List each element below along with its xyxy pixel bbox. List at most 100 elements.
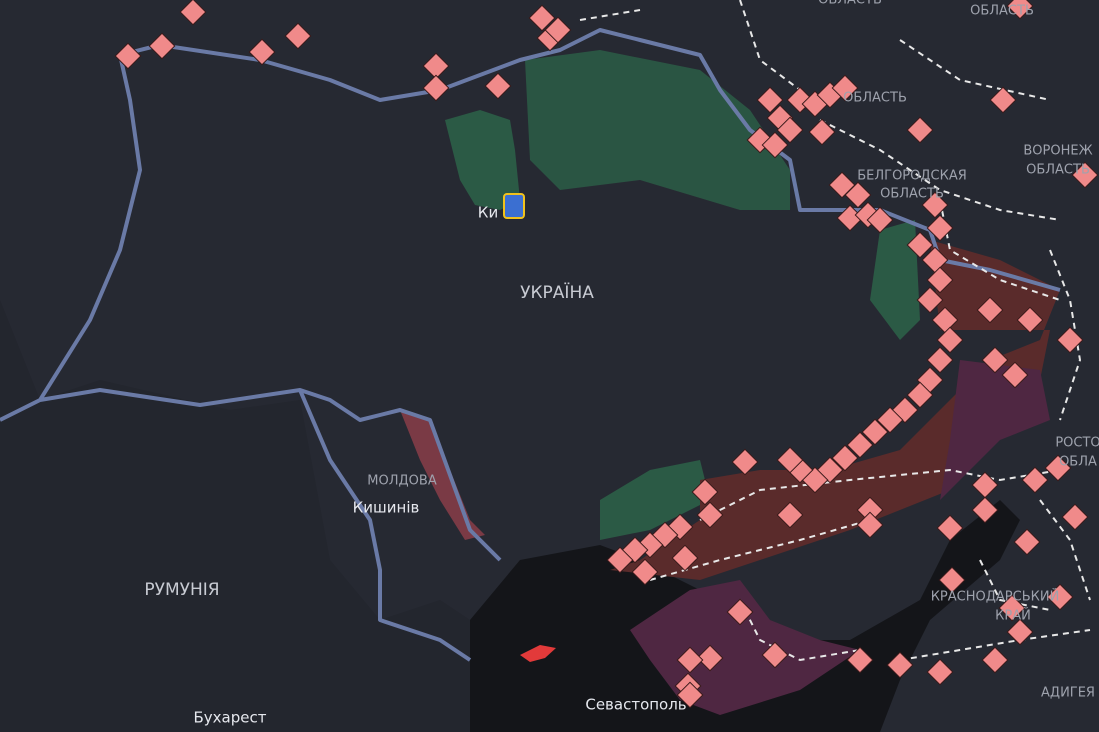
incident-marker xyxy=(676,681,704,709)
incident-marker xyxy=(861,418,889,446)
incident-marker xyxy=(936,326,964,354)
map-label: ОБЛАСТЬ xyxy=(1026,163,1090,178)
incident-marker xyxy=(906,381,934,409)
incident-marker xyxy=(808,118,836,146)
incident-marker xyxy=(696,644,724,672)
territory-green xyxy=(870,220,920,340)
neighbor-land xyxy=(0,300,470,732)
map-label: РУМУНІЯ xyxy=(144,580,219,600)
map-label: АДИГЕЯ xyxy=(1041,686,1095,701)
incident-marker xyxy=(926,658,954,686)
map-label: ОБЛАСТЬ xyxy=(818,0,882,8)
incident-marker xyxy=(1006,618,1034,646)
map-label: Кишинів xyxy=(353,499,420,517)
map-label: Севастополь xyxy=(585,696,686,714)
incident-marker xyxy=(926,346,954,374)
incident-marker xyxy=(756,86,784,114)
incident-marker xyxy=(998,594,1026,622)
incident-marker xyxy=(981,646,1009,674)
incident-marker xyxy=(726,598,754,626)
incident-marker xyxy=(1071,161,1099,189)
incident-marker xyxy=(921,191,949,219)
incident-marker xyxy=(761,641,789,669)
incident-marker xyxy=(676,646,704,674)
incident-marker xyxy=(916,286,944,314)
territory-green xyxy=(445,110,520,210)
border xyxy=(0,28,1061,662)
incident-marker xyxy=(696,501,724,529)
incident-marker xyxy=(976,296,1004,324)
incident-marker xyxy=(776,501,804,529)
incident-marker xyxy=(1016,306,1044,334)
incident-marker xyxy=(248,38,276,66)
incident-marker xyxy=(114,42,142,70)
incident-marker xyxy=(831,74,859,102)
incident-marker xyxy=(844,181,872,209)
incident-marker xyxy=(906,231,934,259)
incident-marker xyxy=(866,206,894,234)
markers xyxy=(114,0,1099,709)
incident-marker xyxy=(876,406,904,434)
incident-marker xyxy=(1013,528,1041,556)
incident-marker xyxy=(148,32,176,60)
incident-marker xyxy=(1006,0,1034,20)
incident-marker xyxy=(1021,466,1049,494)
incident-marker xyxy=(691,478,719,506)
incident-marker xyxy=(1056,326,1084,354)
incident-marker xyxy=(921,246,949,274)
incident-marker xyxy=(936,514,964,542)
incident-marker xyxy=(731,448,759,476)
territory-green xyxy=(525,50,790,210)
incident-marker xyxy=(776,446,804,474)
incident-marker xyxy=(422,74,450,102)
map-label: ОБЛАСТЬ xyxy=(843,91,907,106)
incident-marker xyxy=(1001,361,1029,389)
map-label: КРАСНОДАРСЬКИЙ xyxy=(931,589,1060,605)
incident-marker xyxy=(671,544,699,572)
map-label: ОБЛАСТЬ xyxy=(970,4,1034,19)
incident-marker xyxy=(544,16,572,44)
incident-marker xyxy=(906,116,934,144)
map-label: УКРАЇНА xyxy=(520,282,594,303)
incident-marker xyxy=(1061,503,1089,531)
incident-marker xyxy=(971,471,999,499)
territory-green xyxy=(600,460,710,540)
incident-marker xyxy=(981,346,1009,374)
incident-marker xyxy=(631,558,659,586)
map-label: БЕЛГОРОДСКАЯ xyxy=(857,169,967,184)
incident-marker xyxy=(989,86,1017,114)
aircraft-icon xyxy=(520,645,556,662)
incident-marker xyxy=(528,4,556,32)
map-label: ОБЛА xyxy=(1059,455,1097,470)
incident-marker xyxy=(284,22,312,50)
occupied-territory xyxy=(940,360,1050,500)
incident-marker xyxy=(856,496,884,524)
incident-marker xyxy=(484,72,512,100)
map-label: КРАЙ xyxy=(995,608,1031,624)
incident-marker xyxy=(926,214,954,242)
map-label: РОСТО xyxy=(1055,436,1099,451)
incident-marker xyxy=(846,646,874,674)
incident-marker xyxy=(886,651,914,679)
map-label: Бухарест xyxy=(194,709,267,727)
incident-marker xyxy=(846,431,874,459)
map-label: ОБЛАСТЬ xyxy=(880,187,944,202)
incident-marker xyxy=(1044,454,1072,482)
incident-marker xyxy=(938,566,966,594)
incident-marker xyxy=(831,444,859,472)
map-label: ВОРОНЕЖ xyxy=(1023,144,1092,159)
incident-marker xyxy=(1046,583,1074,611)
map-label: Ки xyxy=(478,204,498,222)
incident-marker xyxy=(179,0,207,26)
incident-marker xyxy=(761,131,789,159)
incident-marker xyxy=(971,496,999,524)
incident-marker xyxy=(776,116,804,144)
map-label: МОЛДОВА xyxy=(367,474,437,489)
capital-emblem xyxy=(503,193,525,219)
incident-marker xyxy=(836,204,864,232)
incident-marker xyxy=(926,266,954,294)
incident-marker xyxy=(931,306,959,334)
incident-marker xyxy=(422,52,450,80)
incident-marker xyxy=(856,511,884,539)
